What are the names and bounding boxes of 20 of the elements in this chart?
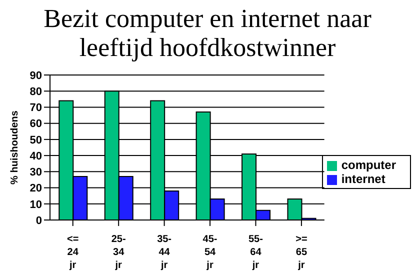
x-tick-label: 55-64 jr [248,234,263,271]
x-tick-label: 45-54 jr [202,234,218,271]
y-tick-label: 20 [30,182,42,195]
y-axis-title: % huishoudens [10,110,21,184]
chart-title: Bezit computer en internet naar leeftijd hoofdkostwinner [42,3,372,64]
y-tick-label: 80 [30,86,42,98]
y-tick-label: 60 [30,118,42,130]
y-tick-label: 40 [30,150,42,162]
x-tick-label: 25-34 jr [111,234,126,271]
y-tick-label: 50 [30,134,42,146]
y-tick-label: 10 [30,198,42,211]
y-tick-label: 30 [30,166,42,179]
x-tick-label: <= 24 jr [67,234,79,271]
x-tick-label: 35-44 jr [157,234,172,271]
y-tick-label: 70 [30,102,42,114]
legend-label: internet [341,172,386,186]
x-tick-label: >= 65 jr [296,234,308,271]
y-tick-label: 90 [30,70,42,82]
y-tick-label: 0 [36,214,42,227]
legend-label: computer [341,158,396,172]
